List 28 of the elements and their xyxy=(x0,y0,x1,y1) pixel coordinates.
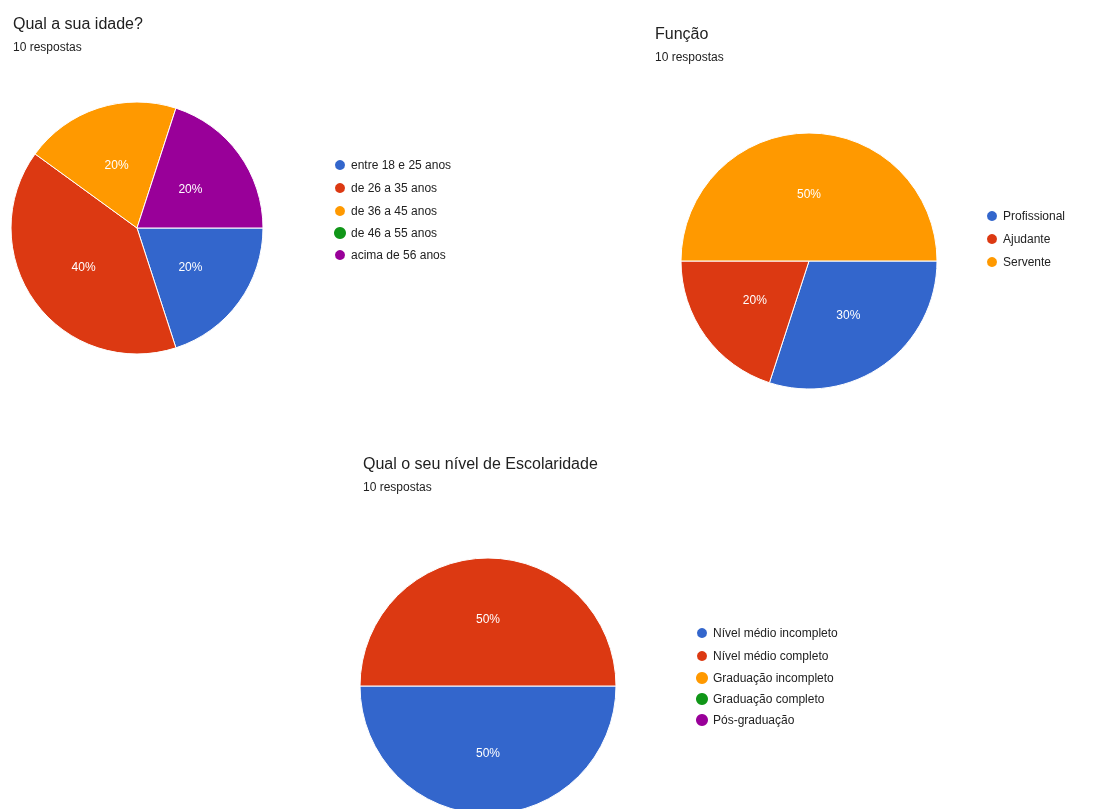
legend-label: de 36 a 45 anos xyxy=(351,204,438,218)
data-label: 20% xyxy=(178,259,203,274)
data-label: 20% xyxy=(742,293,768,308)
legend-label: de 26 a 35 anos xyxy=(351,181,438,195)
data-label: 40% xyxy=(71,259,96,274)
chart-subtitle: 10 respostas xyxy=(13,40,82,54)
data-label: 30% xyxy=(836,308,861,323)
legend-label: Nível médio completo xyxy=(713,649,829,663)
legend-label: Nível médio incompleto xyxy=(713,626,839,640)
chart-subtitle: 10 respostas xyxy=(655,50,724,64)
chart-title: Qual o seu nível de Escolaridade xyxy=(363,454,598,472)
data-label: 20% xyxy=(178,182,203,197)
legend-label: Graduação completo xyxy=(713,692,825,706)
legend-label: acima de 56 anos xyxy=(351,248,446,262)
chart-subtitle: 10 respostas xyxy=(363,480,432,494)
chart-title: Função xyxy=(655,24,709,42)
legend-label: Pós-graduação xyxy=(713,713,795,727)
data-label: 50% xyxy=(475,746,501,760)
legend-label: Ajudante xyxy=(1003,232,1051,246)
data-label: 20% xyxy=(104,158,129,173)
data-label: 50% xyxy=(475,612,501,626)
legend-label: Graduação incompleto xyxy=(713,671,835,685)
legend-label: entre 18 e 25 anos xyxy=(351,158,452,172)
chart-title: Qual a sua idade? xyxy=(13,14,143,32)
data-label: 50% xyxy=(796,187,822,201)
legend-label: Servente xyxy=(1003,255,1052,269)
legend-label: de 46 a 55 anos xyxy=(351,226,438,240)
legend-label: Profissional xyxy=(1003,209,1066,223)
